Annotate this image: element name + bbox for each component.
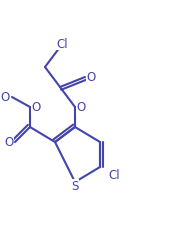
Text: O: O (31, 101, 41, 114)
Text: O: O (76, 101, 86, 114)
Text: S: S (71, 180, 79, 193)
Text: O: O (1, 91, 10, 104)
Text: Cl: Cl (108, 169, 120, 182)
Text: Cl: Cl (56, 37, 68, 50)
Text: O: O (86, 71, 96, 84)
Text: O: O (4, 136, 14, 149)
